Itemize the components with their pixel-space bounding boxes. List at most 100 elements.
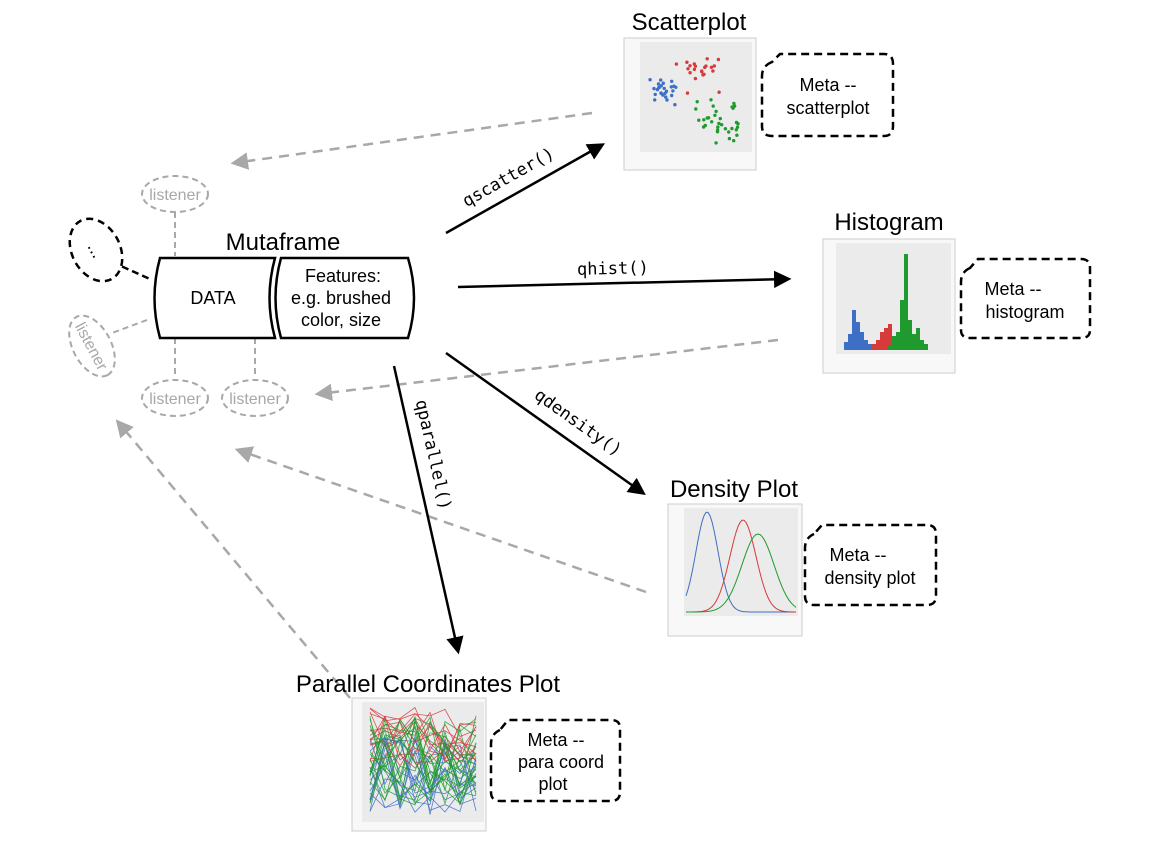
parallel-line <box>369 713 477 763</box>
scatter-dot <box>674 85 678 90</box>
feedback-arrow-scatter <box>230 111 593 170</box>
parallel-line <box>369 716 477 791</box>
hist-bar <box>864 340 868 350</box>
scatter-dot <box>703 65 707 70</box>
hist-bar <box>888 324 892 350</box>
listener-label: listener <box>149 391 201 408</box>
parallel-line <box>369 735 477 815</box>
histogram-title: Histogram <box>834 209 943 236</box>
hist-bar <box>904 254 908 350</box>
scatter-dot <box>711 69 715 73</box>
parallel-line <box>369 722 477 785</box>
scatter-dot <box>661 81 665 85</box>
meta-box-histogram: Meta -- histogram <box>959 257 1092 340</box>
density-curve <box>686 533 797 613</box>
listener-top: listener <box>141 175 209 213</box>
hist-bar <box>888 346 892 350</box>
histogram-node: Histogram Meta -- histogram <box>822 209 1092 374</box>
density-thumbnail <box>667 503 803 637</box>
scatter-dot <box>702 72 706 77</box>
hist-bar <box>912 334 916 350</box>
meta-box-density: Meta -- density plot <box>803 523 938 607</box>
qhist-label: qhist() <box>577 258 649 280</box>
listeners: listener listener listener listener <box>68 175 289 417</box>
arrow-qdensity <box>445 351 646 496</box>
scatter-dot <box>709 98 713 102</box>
scatter-dot <box>716 57 721 62</box>
scatter-dot <box>735 133 739 137</box>
scatter-dot <box>664 95 668 99</box>
density-title: Density Plot <box>670 476 798 503</box>
scatter-dot <box>734 128 738 132</box>
scatter-dot <box>715 130 720 134</box>
scatter-dot <box>692 67 697 72</box>
scatter-dot <box>723 127 728 131</box>
hist-bar <box>920 340 924 350</box>
features-line-1: Features: <box>305 266 381 286</box>
hist-bar <box>852 310 856 350</box>
mutaframe-title: Mutaframe <box>226 229 341 256</box>
parallel-line <box>369 729 477 805</box>
density-curve <box>685 511 796 613</box>
scatter-dot <box>657 85 661 90</box>
hist-bar <box>860 332 864 350</box>
parallel-line <box>369 725 477 767</box>
data-label: DATA <box>190 288 235 308</box>
scatter-dot <box>693 76 698 81</box>
scatter-dot <box>694 107 698 111</box>
density-curve <box>686 519 796 613</box>
hist-bar <box>908 320 912 350</box>
scatter-dot <box>732 101 736 106</box>
scatter-dot <box>702 118 706 122</box>
ellipsis-node: ... <box>68 217 153 283</box>
hist-bar <box>892 336 896 350</box>
scatter-dot <box>686 67 690 71</box>
data-segment <box>153 256 277 340</box>
scatter-dot <box>648 78 652 82</box>
arrow-qparallel <box>392 365 464 655</box>
parallel-thumbnail <box>351 697 487 832</box>
meta-scatter-line-2: scatterplot <box>786 98 869 118</box>
scatter-dot <box>734 120 739 125</box>
scatter-dot <box>671 89 675 93</box>
parallel-line <box>369 727 477 785</box>
scatter-dot <box>700 69 704 73</box>
hist-bar <box>848 334 852 350</box>
scatterplot-title: Scatterplot <box>632 9 747 36</box>
features-line-3: color, size <box>301 310 381 330</box>
scatter-dot <box>727 130 731 134</box>
parallel-line <box>369 723 477 806</box>
listener-bottom-left: listener <box>141 379 209 417</box>
hist-bar <box>868 344 872 350</box>
feedback-arrows <box>115 111 779 699</box>
parallel-line <box>369 753 477 804</box>
parallel-line <box>369 734 477 806</box>
hist-bar <box>916 328 920 350</box>
function-arrows <box>392 143 792 655</box>
scatter-dot <box>730 126 734 131</box>
qparallel-label: qparallel() <box>411 398 455 512</box>
scatter-dot <box>662 86 666 91</box>
scatter-dot <box>701 125 706 129</box>
parallel-line <box>369 715 477 804</box>
scatter-dot <box>670 93 674 98</box>
parallel-line <box>369 706 477 761</box>
scatter-dot <box>688 71 692 75</box>
listener-left-rotated: listener <box>68 314 116 378</box>
meta-density-line-1: Meta -- <box>829 545 886 565</box>
scatter-dot <box>705 57 709 61</box>
meta-parallel-line-3: plot <box>538 774 567 794</box>
scatter-dot <box>656 82 661 86</box>
meta-scatter-line-1: Meta -- <box>799 75 856 95</box>
scatter-dot <box>716 125 720 129</box>
feedback-arrow-density <box>234 446 647 594</box>
listener-label: listener <box>229 391 281 408</box>
scatter-dot <box>669 85 673 89</box>
scatter-dot <box>720 123 724 127</box>
meta-box-parallel: Meta -- para coord plot <box>489 718 622 803</box>
parallel-line <box>369 727 477 806</box>
scatter-dot <box>652 86 656 91</box>
parallel-line <box>369 739 477 800</box>
scatter-dot <box>709 65 714 70</box>
